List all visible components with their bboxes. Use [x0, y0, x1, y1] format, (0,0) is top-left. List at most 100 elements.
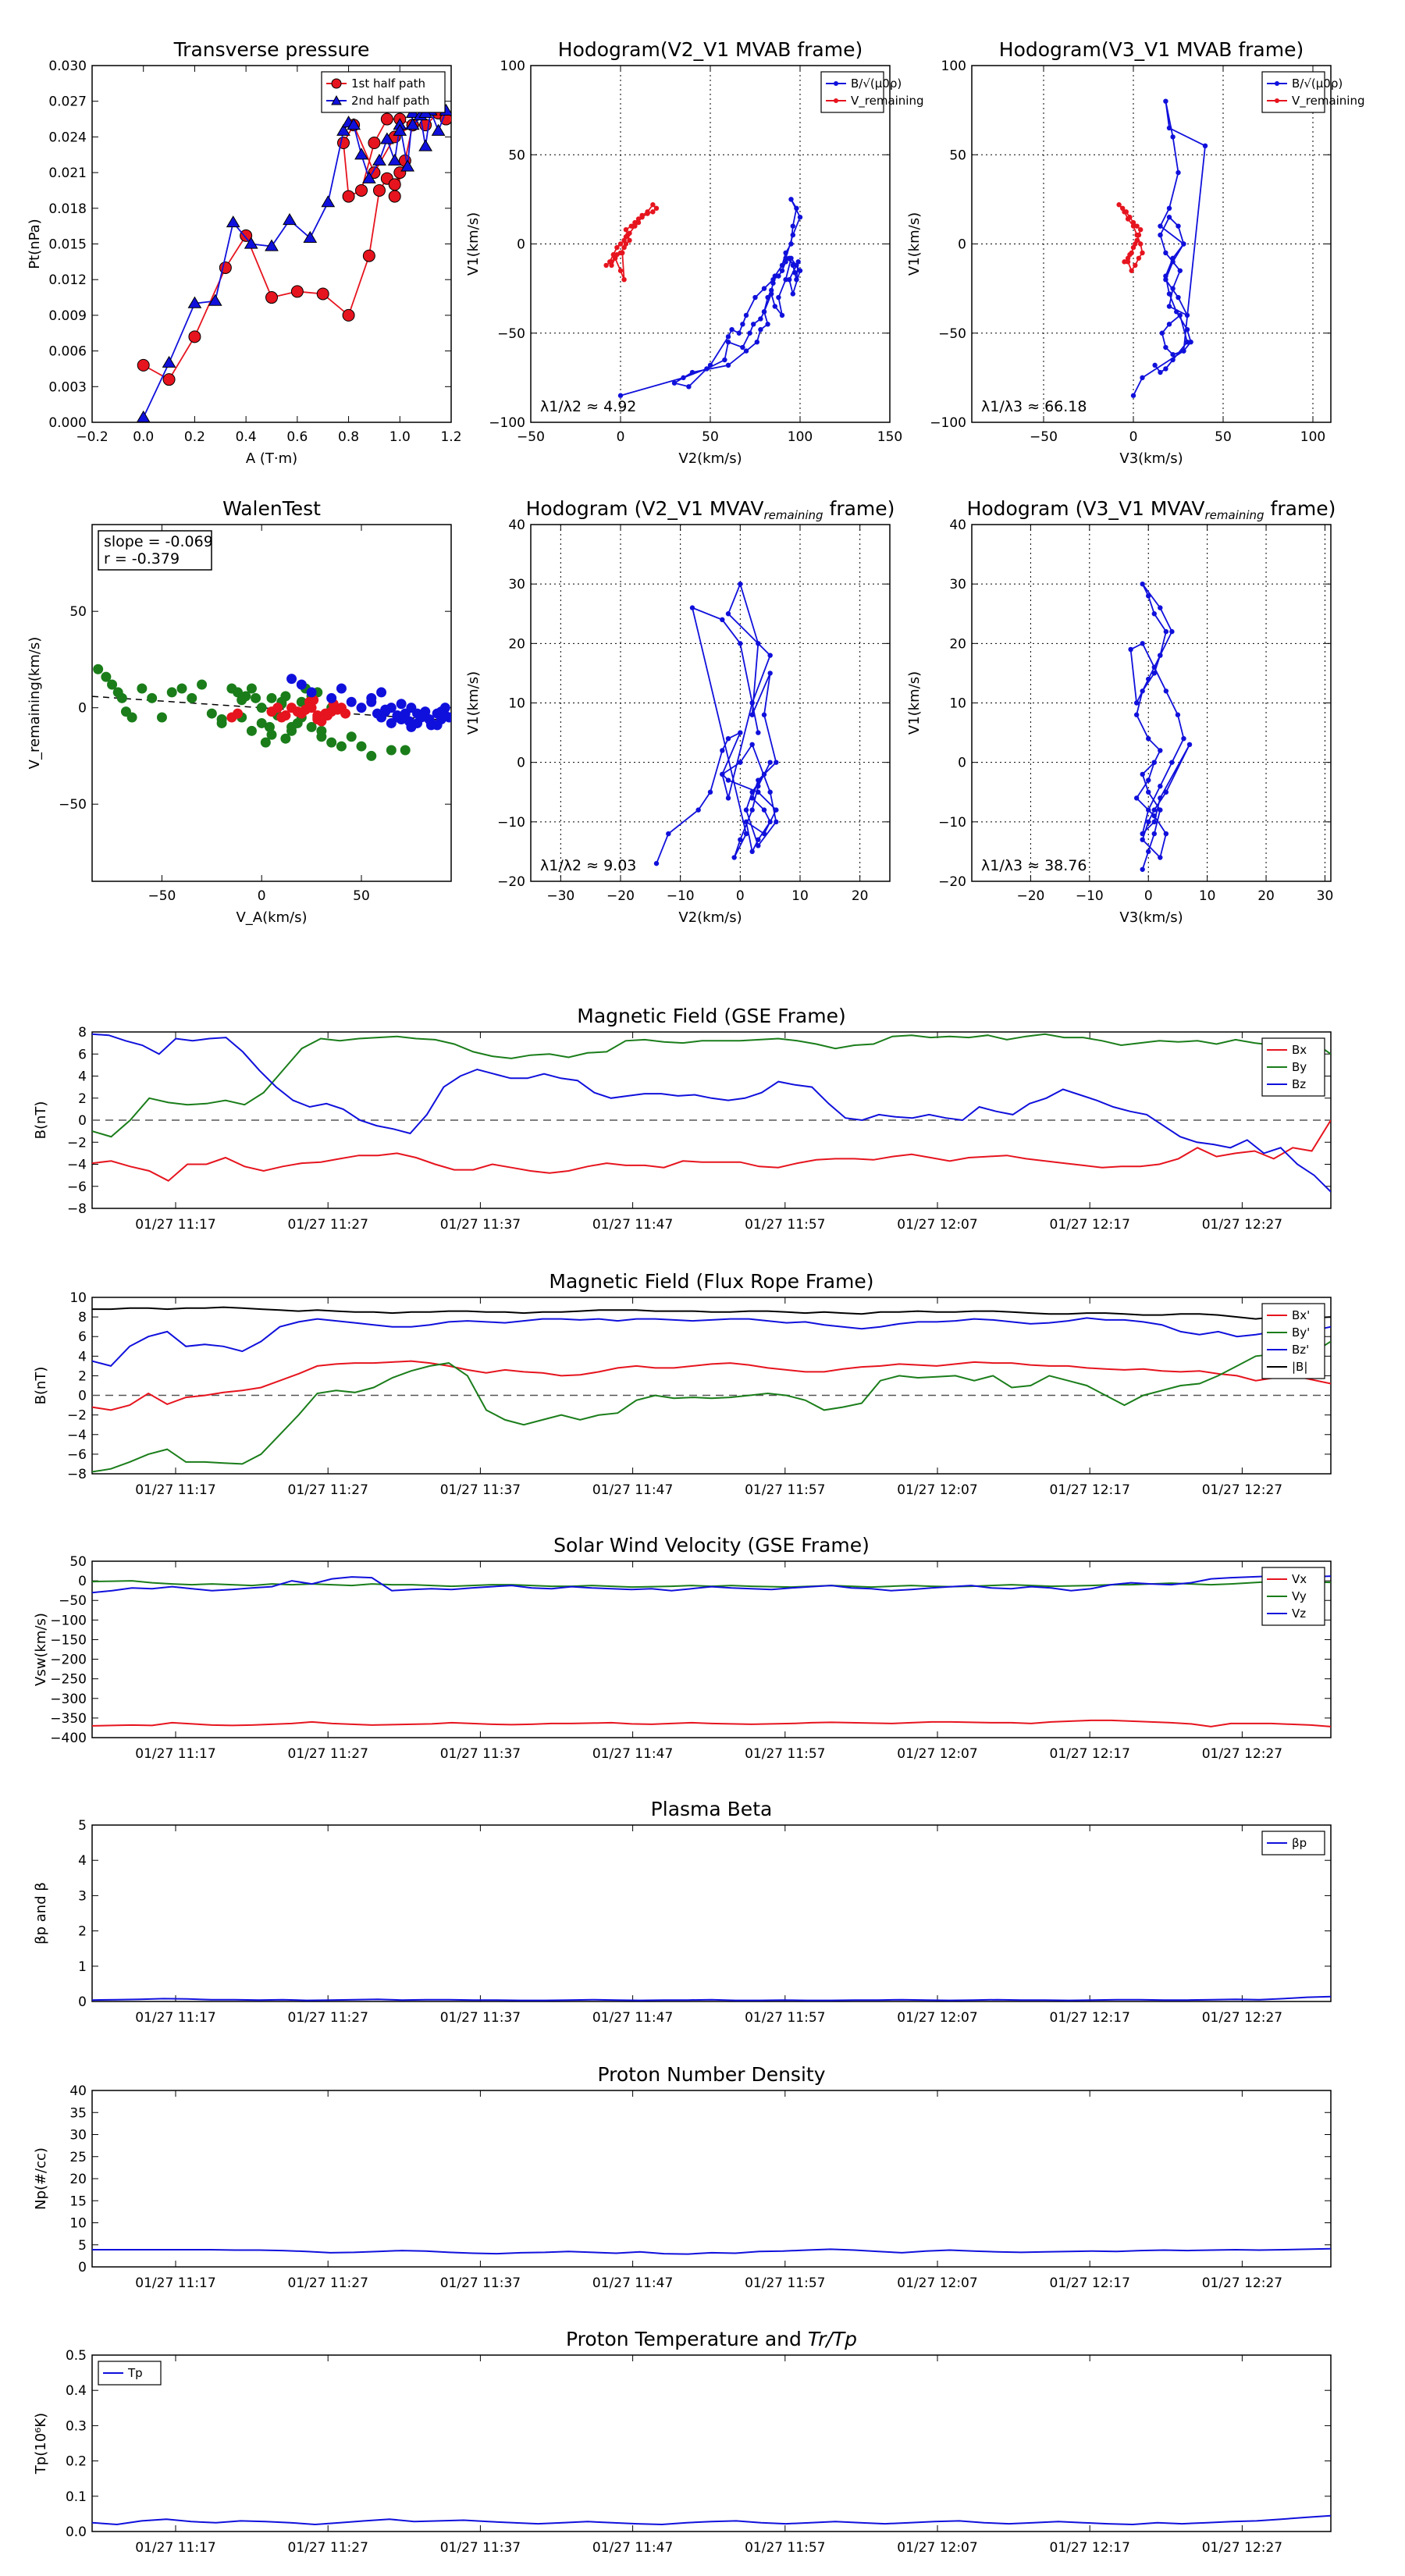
legend-label: Vx	[1292, 1572, 1307, 1586]
x-tick-label: 30	[1317, 888, 1334, 904]
x-tick-label: 01/27 11:27	[288, 1217, 368, 1233]
x-tick-label: 01/27 11:37	[440, 2010, 521, 2026]
proton-density-ylabel: Np(#/cc)	[33, 2147, 49, 2210]
data-point	[783, 250, 788, 256]
y-tick-label: 0	[958, 756, 966, 771]
data-point	[749, 742, 755, 748]
data-point	[787, 255, 792, 261]
data-point	[1134, 232, 1140, 238]
y-tick-label: 20	[69, 2172, 87, 2187]
y-tick-label: −400	[50, 1731, 87, 1746]
hodogram-v2-v1-mvab-title: Hodogram(V2_V1 MVAB frame)	[558, 38, 863, 61]
legend-marker	[1275, 98, 1279, 103]
y-tick-label: 20	[508, 636, 525, 652]
data-point	[265, 239, 279, 251]
y-tick-label: 3	[78, 1888, 87, 1904]
y-tick-label: 2	[78, 1368, 87, 1384]
data-point	[756, 789, 761, 795]
magnetic-field-gse-series-by	[92, 1033, 1331, 1138]
legend-label: B/√(μ0ρ)	[1292, 76, 1343, 91]
data-point	[265, 291, 278, 304]
y-tick-label: 30	[69, 2128, 87, 2144]
walen-test-title: WalenTest	[222, 497, 321, 520]
data-point	[790, 262, 795, 269]
data-point	[362, 249, 375, 262]
data-point	[749, 795, 755, 801]
y-tick-label: 6	[78, 1329, 87, 1345]
data-point	[639, 212, 645, 219]
plasma-beta-series--p	[92, 1995, 1331, 2001]
y-tick-label: 0.3	[66, 2418, 87, 2434]
data-point	[1130, 219, 1136, 226]
data-point	[666, 831, 671, 837]
data-point	[280, 733, 291, 744]
data-point	[1146, 819, 1151, 825]
data-point	[790, 291, 795, 297]
legend-label: Bz	[1292, 1077, 1306, 1091]
data-point	[779, 262, 785, 269]
hodogram-v2-v1-mvav-xlabel: V2(km/s)	[678, 909, 742, 926]
y-tick-label: 10	[69, 1290, 87, 1306]
x-tick-label: 01/27 11:37	[440, 1482, 521, 1498]
x-tick-label: 150	[877, 429, 902, 445]
hodogram-v3-v1-mvav-ylabel: V1(km/s)	[906, 671, 923, 735]
y-tick-label: 10	[949, 696, 966, 712]
data-point	[432, 720, 443, 731]
data-point	[743, 831, 749, 837]
data-point	[623, 227, 629, 233]
data-point	[336, 123, 350, 136]
data-point	[418, 139, 433, 151]
data-point	[137, 683, 148, 694]
data-point	[761, 309, 767, 315]
legend-label: B/√(μ0ρ)	[851, 76, 902, 91]
x-tick-label: 01/27 11:57	[745, 1482, 825, 1498]
series-line	[92, 1306, 1331, 1320]
data-point	[187, 692, 197, 703]
data-point	[1181, 348, 1186, 354]
data-point	[767, 760, 773, 765]
data-point	[286, 674, 297, 685]
x-tick-label: 01/27 12:07	[897, 1217, 977, 1233]
data-point	[306, 721, 317, 732]
data-point	[326, 737, 337, 748]
data-point	[93, 664, 104, 674]
y-tick-label: 8	[78, 1310, 87, 1325]
transverse-pressure-title: Transverse pressure	[173, 38, 370, 61]
y-tick-label: 100	[941, 59, 966, 74]
data-point	[424, 713, 435, 724]
data-point	[162, 355, 176, 368]
data-point	[1125, 216, 1131, 222]
legend-label: 2nd half path	[351, 94, 429, 108]
solar-wind-velocity-legend: Vx Vy Vz	[1261, 1567, 1325, 1626]
hodogram-v2-v1-mvab-plot-area	[603, 197, 803, 398]
series-line	[92, 2247, 1331, 2255]
data-point	[783, 277, 788, 283]
data-point	[1186, 742, 1193, 748]
data-point	[233, 708, 244, 719]
data-point	[388, 178, 401, 191]
hodogram-v3-v1-mvab-panel: Hodogram(V3_V1 MVAB frame) −100 −50 0 50 100 −…	[906, 38, 1365, 467]
legend-label: Vz	[1292, 1606, 1306, 1621]
x-tick-label: 01/27 12:27	[1202, 2010, 1282, 2026]
data-point	[136, 410, 151, 422]
data-point	[393, 123, 407, 136]
data-point	[376, 687, 387, 698]
data-point	[1169, 760, 1175, 765]
data-point	[609, 262, 614, 269]
data-point	[396, 699, 407, 710]
data-point	[1152, 362, 1158, 368]
y-tick-label: −10	[938, 815, 966, 831]
plasma-beta-panel: Plasma Beta 0 1 2 3 4 5 01/27 11:17 01/27 11:27 0…	[33, 1798, 1332, 2026]
y-tick-label: 0	[517, 237, 525, 253]
x-tick-label: 01/27 11:57	[745, 2010, 825, 2026]
data-point	[689, 605, 695, 610]
data-point	[776, 273, 781, 279]
magnetic-field-gse-panel: Magnetic Field (GSE Frame) −8 −6 −4 −2 0 2 4 6 8 0…	[33, 1005, 1332, 1233]
data-point	[736, 330, 742, 336]
data-point	[720, 771, 725, 777]
series-line	[92, 1360, 1331, 1411]
x-tick-label: −0.2	[76, 429, 108, 445]
data-point	[1134, 223, 1140, 229]
data-point	[632, 223, 638, 229]
data-point	[756, 730, 761, 735]
